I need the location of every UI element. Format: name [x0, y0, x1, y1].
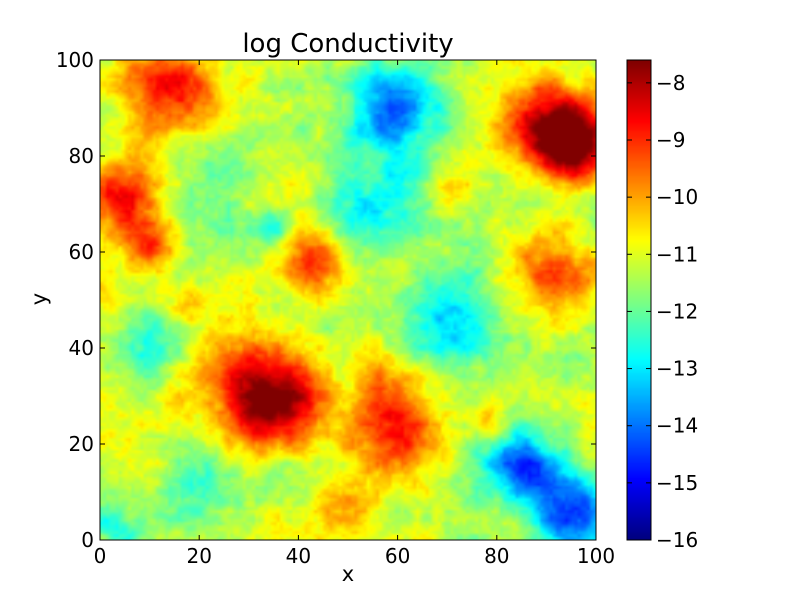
x-tick-label: 40 — [286, 544, 311, 568]
x-tick-label: 80 — [484, 544, 509, 568]
colorbar-tick-label: −13 — [656, 357, 698, 381]
y-tick-label: 20 — [69, 432, 94, 456]
colorbar-tick-label: −12 — [656, 299, 698, 323]
y-tick-label: 80 — [69, 144, 94, 168]
heatmap-image — [100, 60, 596, 540]
y-tick-label: 40 — [69, 336, 94, 360]
chart-title: log Conductivity — [242, 29, 453, 59]
colorbar-tick-label: −16 — [656, 528, 698, 552]
x-axis: 0 20 40 60 80 100 — [94, 60, 615, 568]
colorbar-tick-label: −15 — [656, 471, 698, 495]
plot-frame — [99, 59, 597, 541]
colorbar-tick-label: −10 — [656, 185, 698, 209]
y-axis: 0 20 40 60 80 100 — [56, 48, 596, 552]
x-axis-label: x — [342, 562, 354, 586]
colorbar-axis: −16 −15 −14 −13 −12 −11 −10 −9 −8 — [627, 71, 698, 552]
colorbar-tick-label: −9 — [656, 128, 685, 152]
colorbar-frame — [626, 59, 652, 541]
colorbar-tick-label: −11 — [656, 242, 698, 266]
x-tick-label: 0 — [94, 544, 107, 568]
y-axis-label: y — [27, 293, 51, 305]
x-tick-label: 60 — [385, 544, 410, 568]
y-tick-label: 60 — [69, 240, 94, 264]
y-tick-label: 0 — [81, 528, 94, 552]
x-tick-label: 20 — [186, 544, 211, 568]
y-tick-label: 100 — [56, 48, 94, 72]
x-tick-label: 100 — [577, 544, 615, 568]
colorbar-tick-label: −14 — [656, 414, 698, 438]
colorbar-tick-label: −8 — [656, 71, 685, 95]
colorbar-gradient — [627, 60, 651, 540]
